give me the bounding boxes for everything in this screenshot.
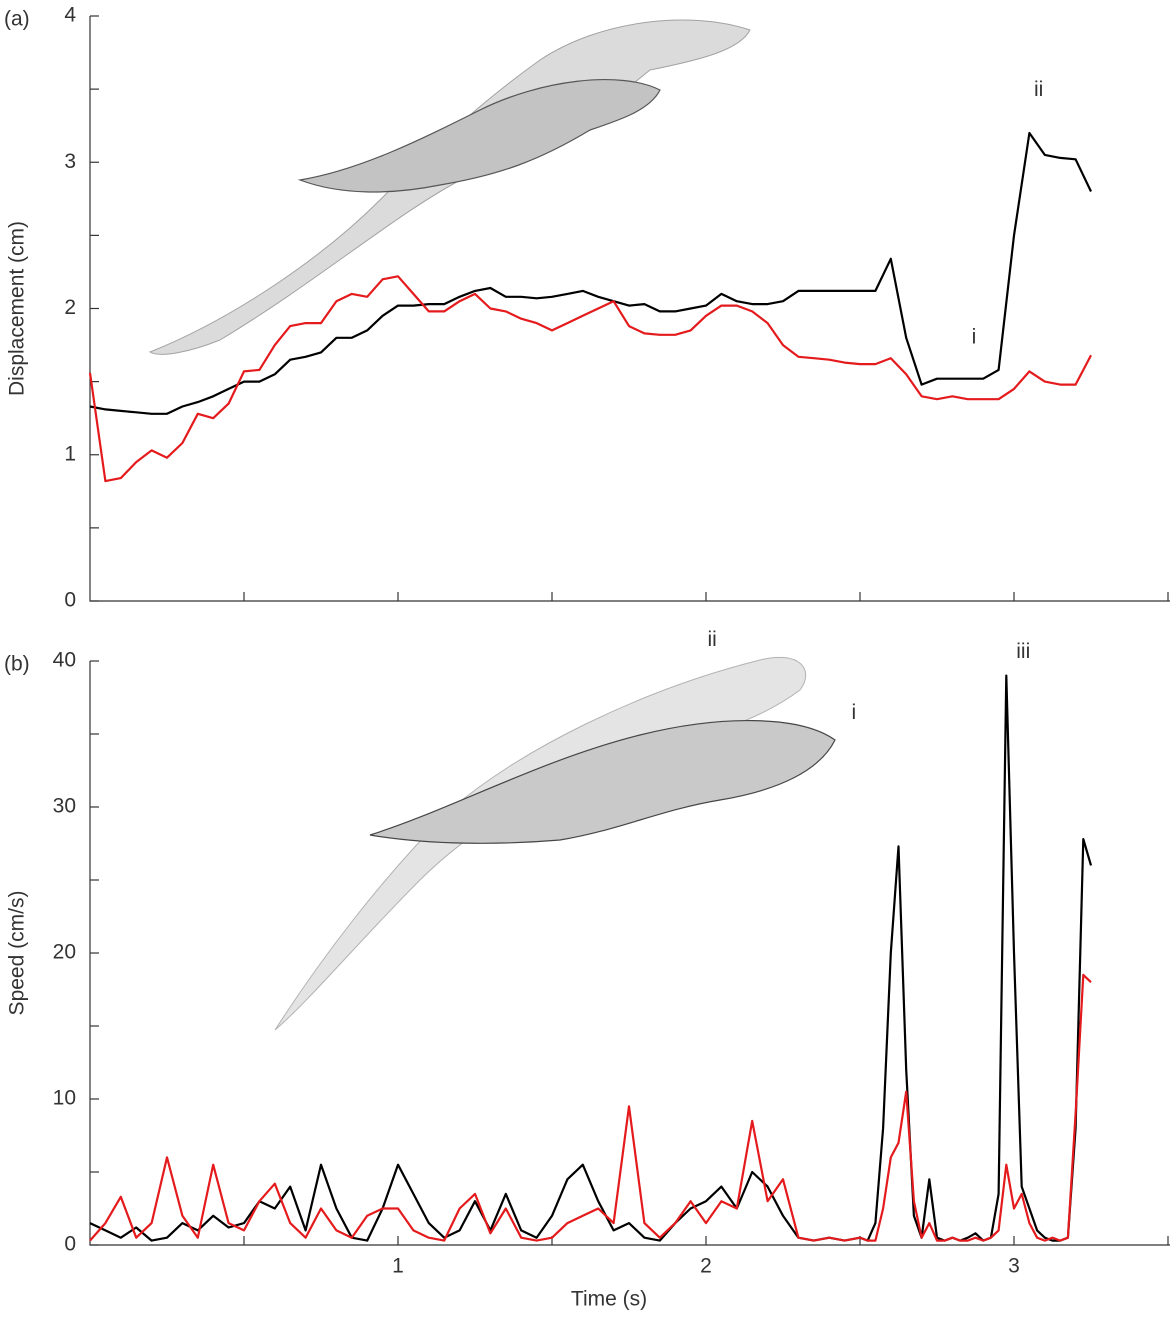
y-axis-label: Displacement (cm) (6, 221, 29, 396)
lizard-illustration-b (274, 656, 836, 1031)
annotation: iii (1016, 640, 1030, 663)
panel-label: (a) (4, 8, 30, 31)
panel-label: (b) (4, 653, 30, 676)
x-tick-label: 1 (392, 1255, 404, 1278)
y-tick-label: 30 (53, 795, 76, 818)
y-tick-label: 0 (64, 589, 76, 612)
annotation: ii (1034, 78, 1043, 101)
y-tick-label: 20 (53, 941, 76, 964)
x-axis-label: Time (s) (571, 1288, 647, 1311)
lizard-illustration-a (148, 19, 751, 355)
data-line (88, 275, 1092, 483)
y-tick-label: 3 (64, 150, 76, 173)
annotation: i (852, 701, 857, 724)
y-tick-label: 0 (64, 1233, 76, 1256)
data-line (89, 973, 1092, 1242)
y-tick-label: 40 (53, 649, 76, 672)
data-line (89, 131, 1092, 415)
annotation: i (972, 325, 977, 348)
x-tick-label: 3 (1008, 1255, 1020, 1278)
annotation: ii (707, 628, 716, 651)
y-tick-label: 10 (53, 1087, 76, 1110)
y-axis-label: Speed (cm/s) (6, 891, 29, 1016)
y-tick-label: 2 (64, 296, 76, 319)
y-tick-label: 1 (64, 442, 76, 465)
x-tick-label: 2 (700, 1255, 712, 1278)
y-tick-label: 4 (64, 4, 76, 27)
